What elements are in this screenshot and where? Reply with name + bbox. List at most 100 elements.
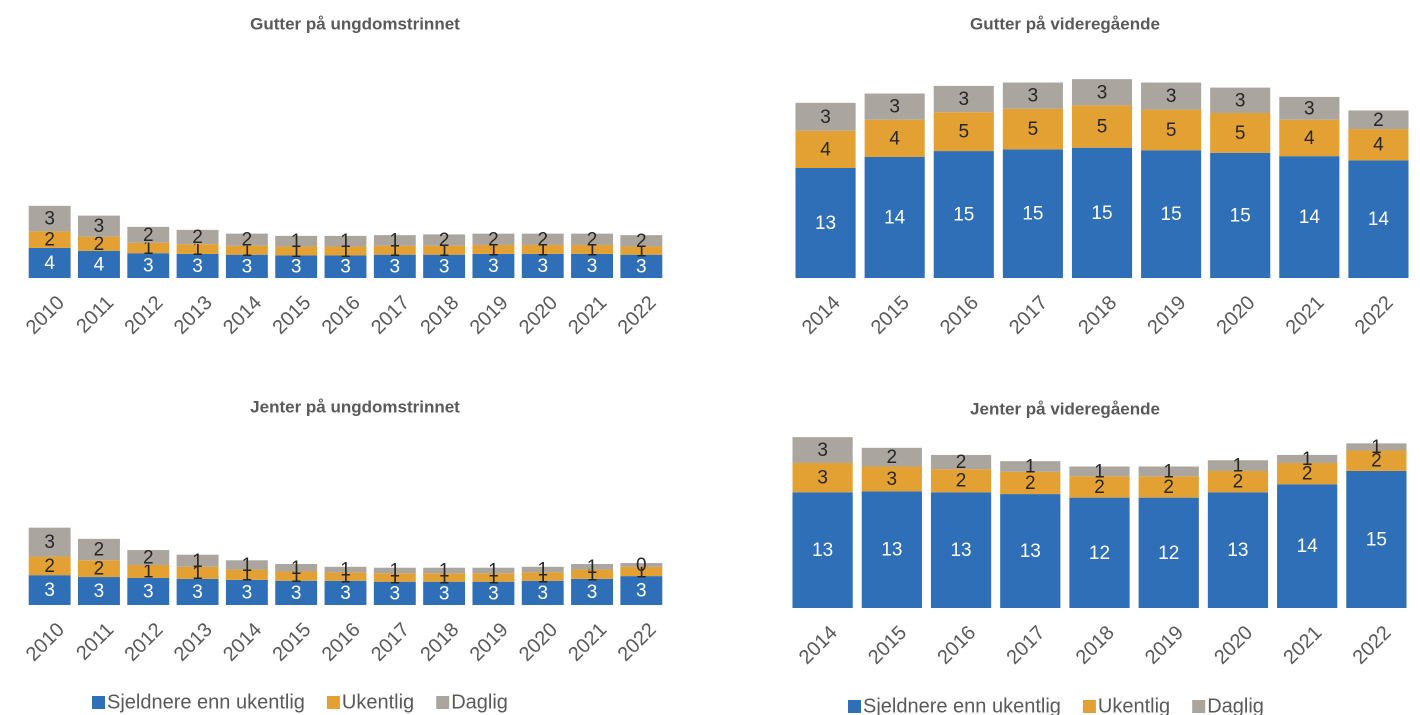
x-tick-label: 2021 [1282,292,1329,339]
data-label: 2 [537,229,548,250]
bar-segment [275,580,318,605]
x-tick-label: 2015 [268,619,315,666]
bar-segment [324,580,367,605]
x-tick-label: 2014 [219,292,266,339]
data-label: 15 [1022,204,1043,225]
bar-segment [521,253,564,278]
data-label: 2 [94,559,105,580]
bar-segment [373,581,416,605]
data-label: 1 [1025,457,1036,478]
data-label: 14 [1368,209,1390,230]
bar-segment [1002,82,1063,109]
data-label: 1 [439,240,450,261]
data-label: 5 [1028,119,1039,140]
data-label: 3 [143,582,154,603]
bar-segment [1138,497,1199,608]
bar-segment [620,566,663,577]
bar-segment [792,462,853,493]
data-label: 3 [1166,86,1177,107]
bar-segment [472,573,515,582]
data-label: 12 [1158,543,1179,564]
bar-segment [521,572,564,581]
x-tick-label: 2022 [1351,292,1398,339]
data-label: 2 [44,556,55,577]
data-label: 15 [1366,529,1387,550]
data-label: 3 [390,583,401,604]
legend-label: Ukentlig [1098,695,1170,715]
x-tick-label: 2014 [219,619,266,666]
bar-segment [933,151,994,278]
bar-segment [127,550,170,565]
bar-segment [930,454,992,470]
legend-swatch [848,700,861,713]
bar-segment [78,538,120,561]
x-tick-label: 2022 [1349,622,1396,669]
data-label: 13 [812,540,833,561]
bar-segment [1277,484,1338,608]
bar-segment [225,245,268,255]
bar-segment [620,563,663,567]
x-tick-label: 2013 [170,619,217,666]
chart-title: Jenter på ungdomstrinnet [250,397,460,416]
bar-segment [571,564,613,570]
x-tick-label: 2020 [1212,292,1259,339]
data-label: 5 [1166,120,1177,141]
bar-segment [373,567,416,574]
legend-swatch [92,696,105,709]
bar-segment [127,564,170,578]
data-label: 1 [537,239,548,260]
data-label: 1 [242,565,253,586]
data-label: 1 [636,561,647,582]
bar-segment [28,575,71,605]
bar-segment [521,244,564,254]
bar-segment [225,569,268,580]
bar-segment [225,254,268,278]
data-label: 15 [1091,203,1112,224]
bar-segment [176,229,219,245]
data-label: 3 [390,256,401,277]
data-label: 3 [817,468,828,489]
bar-segment [225,560,268,570]
bar-segment [861,447,922,467]
data-label: 2 [1094,477,1105,498]
data-label: 1 [1302,449,1313,470]
bar-segment [28,247,71,278]
legend-swatch [326,696,340,709]
bar-segment [571,569,613,579]
data-label: 1 [1094,461,1105,482]
bar-segment [1346,443,1407,451]
data-label: 1 [488,561,499,582]
data-label: 3 [636,581,647,602]
data-label: 1 [291,566,302,587]
data-label: 2 [439,230,450,251]
bar-segment [423,254,466,278]
data-label: 2 [1163,477,1174,498]
bar-segment [275,235,318,247]
data-label: 3 [291,257,302,278]
bar-segment [861,491,922,608]
bar-segment [472,581,515,605]
data-label: 3 [192,582,203,603]
x-tick-label: 2015 [864,622,911,669]
bar-segment [1277,462,1338,485]
x-tick-label: 2018 [416,619,463,666]
bar-segment [324,246,367,256]
bar-segment [571,578,613,605]
data-label: 2 [44,230,55,251]
data-label: 3 [242,256,253,277]
bar-segment [930,469,992,493]
bar-segment [1346,450,1407,471]
x-tick-label: 2015 [867,292,914,339]
data-label: 5 [1235,123,1246,144]
bar-segment [176,566,219,579]
x-tick-label: 2012 [121,292,168,339]
bar-segment [1141,109,1202,151]
data-label: 1 [340,241,351,262]
data-label: 2 [1371,451,1382,472]
data-label: 1 [340,567,351,588]
data-label: 1 [587,564,598,585]
x-tick-label: 2021 [564,619,611,666]
data-label: 1 [587,557,598,578]
bar-segment [620,246,663,255]
data-label: 14 [1297,536,1319,557]
